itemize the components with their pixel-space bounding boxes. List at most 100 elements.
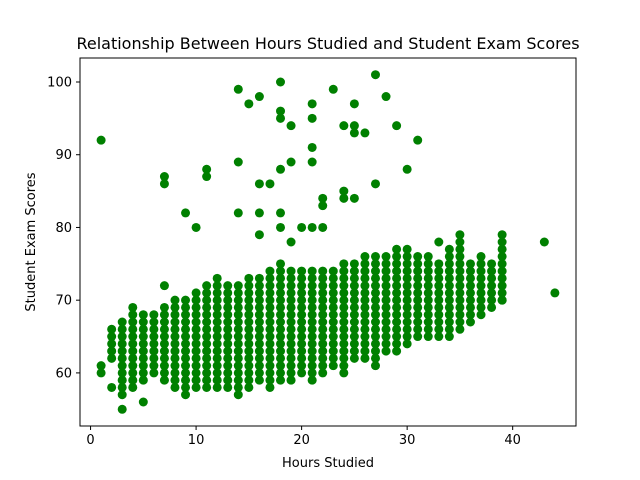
data-point [265, 266, 275, 276]
data-point [339, 288, 349, 298]
data-point [128, 375, 138, 385]
data-point [128, 353, 138, 363]
data-point [465, 288, 475, 298]
data-point [233, 208, 243, 218]
data-point [455, 317, 465, 327]
data-point [328, 281, 338, 291]
data-point [128, 302, 138, 312]
data-point [297, 324, 307, 334]
data-point [297, 302, 307, 312]
data-point [265, 317, 275, 327]
data-point [244, 339, 254, 349]
data-point [465, 295, 475, 305]
data-point [254, 179, 264, 189]
data-point [107, 346, 117, 356]
data-point [423, 317, 433, 327]
data-point [381, 339, 391, 349]
data-point [138, 397, 148, 407]
data-point [318, 266, 328, 276]
data-point [181, 382, 191, 392]
data-point [117, 368, 127, 378]
data-point [212, 273, 222, 283]
data-point [318, 310, 328, 320]
data-point [497, 237, 507, 247]
data-point [159, 317, 169, 327]
data-point [223, 339, 233, 349]
data-point [339, 339, 349, 349]
data-point [276, 266, 286, 276]
data-point [233, 353, 243, 363]
data-point [202, 353, 212, 363]
data-point [191, 339, 201, 349]
data-point [339, 121, 349, 131]
data-point [349, 302, 359, 312]
data-point [212, 281, 222, 291]
data-point [297, 295, 307, 305]
data-point [392, 302, 402, 312]
data-point [349, 317, 359, 327]
data-point [413, 273, 423, 283]
data-point [360, 317, 370, 327]
data-point [212, 368, 222, 378]
data-point [402, 317, 412, 327]
data-point [265, 179, 275, 189]
data-point [349, 266, 359, 276]
data-point [381, 295, 391, 305]
data-point [202, 382, 212, 392]
data-point [265, 332, 275, 342]
data-point [265, 288, 275, 298]
data-point [487, 281, 497, 291]
data-point [286, 324, 296, 334]
data-point [286, 266, 296, 276]
data-point [392, 273, 402, 283]
data-point [276, 346, 286, 356]
data-point [233, 317, 243, 327]
data-point [107, 382, 117, 392]
data-point [223, 302, 233, 312]
data-point [349, 346, 359, 356]
data-point [392, 339, 402, 349]
data-point [233, 324, 243, 334]
data-point [339, 317, 349, 327]
data-point [370, 179, 380, 189]
data-point [349, 259, 359, 269]
data-point [159, 324, 169, 334]
data-point [276, 208, 286, 218]
data-point [233, 382, 243, 392]
data-point [423, 252, 433, 262]
data-point [170, 353, 180, 363]
data-point [149, 332, 159, 342]
data-point [202, 375, 212, 385]
data-point [181, 368, 191, 378]
data-point [202, 295, 212, 305]
data-point [128, 339, 138, 349]
data-point [233, 84, 243, 94]
data-point [233, 281, 243, 291]
data-point [276, 281, 286, 291]
data-point [497, 230, 507, 240]
data-point [254, 92, 264, 102]
data-point [370, 346, 380, 356]
data-point [307, 288, 317, 298]
data-point [170, 332, 180, 342]
data-point [434, 259, 444, 269]
data-point [381, 259, 391, 269]
data-point [402, 252, 412, 262]
data-point [212, 302, 222, 312]
data-point [455, 281, 465, 291]
data-point [286, 310, 296, 320]
data-point [191, 222, 201, 232]
data-point [202, 324, 212, 334]
data-point [339, 273, 349, 283]
data-point [202, 361, 212, 371]
data-point [349, 281, 359, 291]
data-point [191, 346, 201, 356]
data-point [297, 310, 307, 320]
data-point [233, 310, 243, 320]
data-point [202, 310, 212, 320]
data-point [360, 346, 370, 356]
data-point [223, 332, 233, 342]
data-point [297, 281, 307, 291]
data-point [328, 302, 338, 312]
y-tick-label: 100 [47, 76, 72, 91]
